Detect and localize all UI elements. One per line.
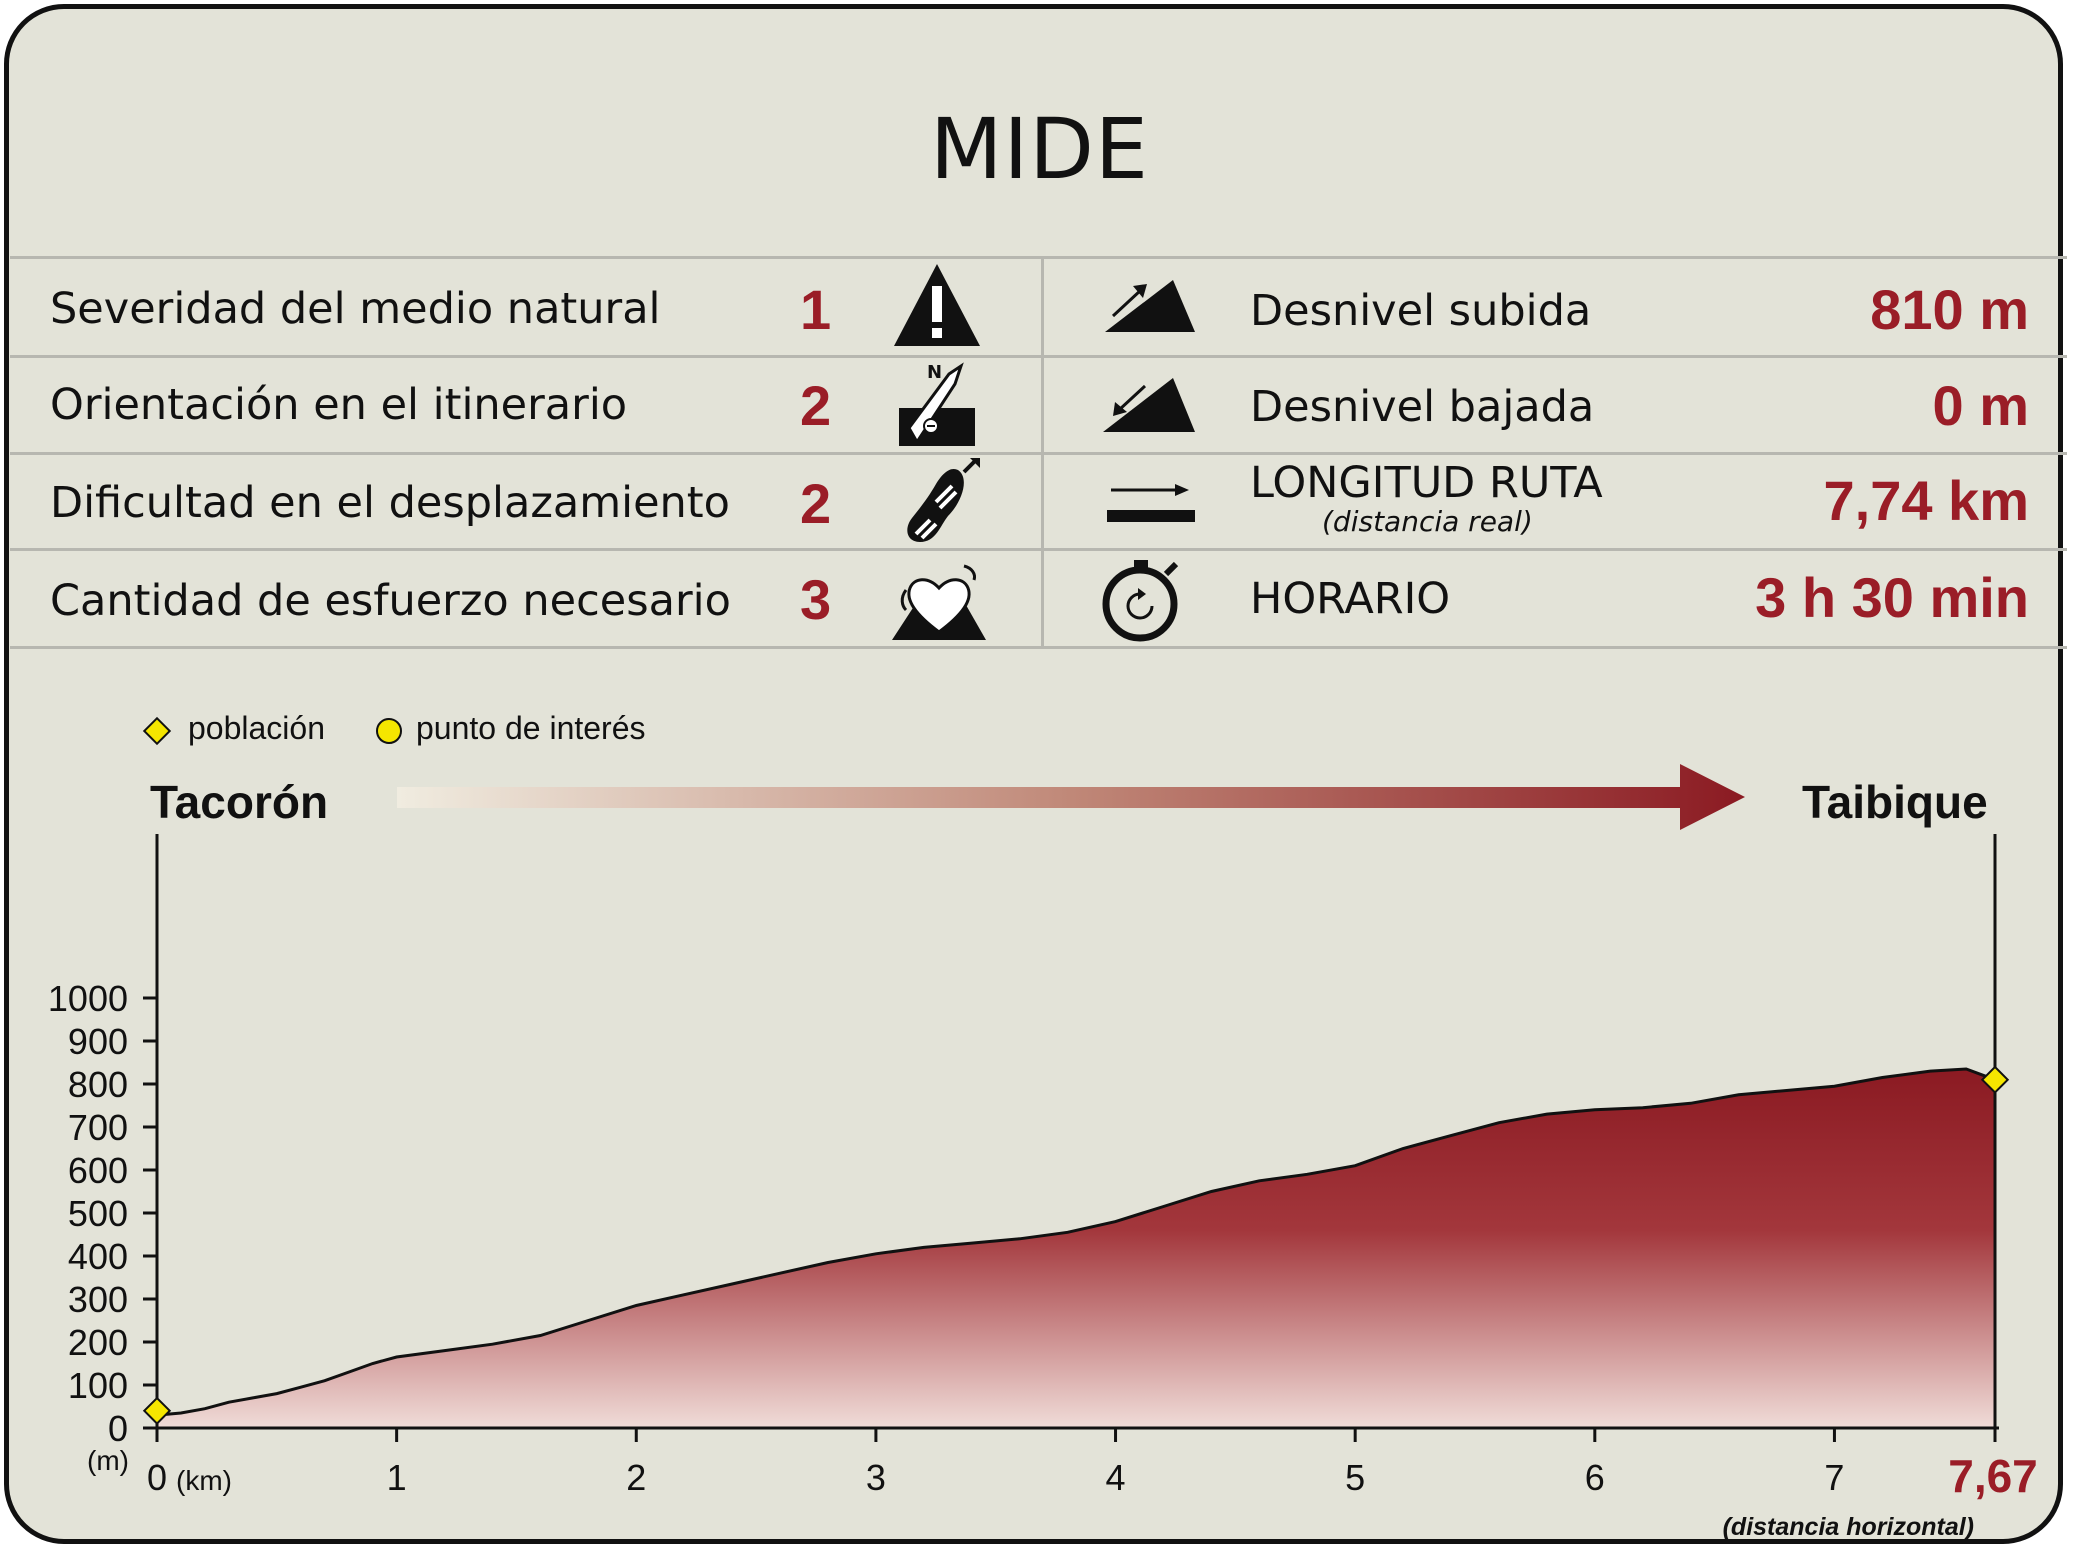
mide-value-desnivel-subida: 810 m xyxy=(1870,278,2029,341)
y-tick-label: 700 xyxy=(68,1107,128,1148)
elevation-line xyxy=(156,1067,1996,1417)
footprint-icon xyxy=(907,458,980,542)
x-axis-end-label: 7,67 xyxy=(1948,1450,2038,1502)
page-title: MIDE xyxy=(929,100,1149,198)
compass-orientation-icon: N xyxy=(899,362,975,446)
mide-label-orientacion: Orientación en el itinerario xyxy=(50,380,628,430)
y-axis-unit-label: (m) xyxy=(87,1445,129,1476)
x-tick-label: 5 xyxy=(1345,1457,1365,1498)
ascent-slope-icon xyxy=(1105,280,1195,332)
mide-value-horario: 3 h 30 min xyxy=(1755,566,2029,629)
legend-marker-punto-interes xyxy=(376,718,402,744)
x-tick-label: 7 xyxy=(1824,1457,1844,1498)
x-axis-unit-label: (km) xyxy=(176,1465,232,1496)
y-tick-label: 300 xyxy=(68,1279,128,1320)
mide-label-desnivel-bajada: Desnivel bajada xyxy=(1250,382,1595,432)
mide-value-dificultad: 2 xyxy=(800,472,832,535)
descent-slope-icon xyxy=(1103,378,1195,432)
table-divider xyxy=(10,452,2067,455)
poblacion-marker xyxy=(1980,1065,2010,1094)
elevation-area xyxy=(157,1069,1995,1428)
mide-value-severidad: 1 xyxy=(800,278,832,341)
y-tick-label: 800 xyxy=(68,1064,128,1105)
table-divider xyxy=(10,355,2067,358)
mide-value-desnivel-bajada: 0 m xyxy=(1932,374,2030,437)
x-axis-note: (distancia horizontal) xyxy=(1723,1513,1974,1541)
y-tick-label: 0 xyxy=(108,1408,128,1449)
table-column-divider xyxy=(1041,257,1044,649)
y-tick-label: 1000 xyxy=(48,978,128,1019)
x-tick-label: 0 xyxy=(147,1457,167,1498)
direction-arrow xyxy=(397,764,1745,830)
mide-sublabel-longitud: (distancia real) xyxy=(1322,505,1533,538)
x-tick-label: 1 xyxy=(387,1457,407,1498)
mide-label-desnivel-subida: Desnivel subida xyxy=(1250,286,1592,336)
mide-value-esfuerzo: 3 xyxy=(800,568,832,631)
y-tick-label: 600 xyxy=(68,1150,128,1191)
poblacion-marker xyxy=(142,1396,172,1425)
mide-label-severidad: Severidad del medio natural xyxy=(50,284,661,334)
table-divider xyxy=(10,256,2067,259)
y-tick-label: 500 xyxy=(68,1193,128,1234)
x-tick-label: 6 xyxy=(1585,1457,1605,1498)
end-location-label: Taibique xyxy=(1802,776,1988,828)
legend-label-punto-interes: punto de interés xyxy=(416,710,646,746)
table-divider xyxy=(10,646,2067,649)
legend-marker-poblacion xyxy=(142,716,172,746)
mide-value-orientacion: 2 xyxy=(800,374,832,437)
legend-label-poblacion: población xyxy=(188,710,325,746)
mide-value-longitud: 7,74 km xyxy=(1823,469,2030,532)
svg-text:N: N xyxy=(927,362,942,383)
x-tick-label: 2 xyxy=(626,1457,646,1498)
table-divider xyxy=(10,548,2067,551)
y-tick-label: 400 xyxy=(68,1236,128,1277)
y-tick-label: 100 xyxy=(68,1365,128,1406)
heart-mountain-icon xyxy=(892,564,986,640)
x-tick-label: 3 xyxy=(866,1457,886,1498)
start-location-label: Tacorón xyxy=(150,776,328,828)
y-tick-label: 200 xyxy=(68,1322,128,1363)
mide-label-longitud: LONGITUD RUTA xyxy=(1250,458,1603,508)
y-tick-label: 900 xyxy=(68,1021,128,1062)
x-tick-label: 4 xyxy=(1106,1457,1126,1498)
mide-label-horario: HORARIO xyxy=(1250,574,1451,624)
mide-label-dificultad: Dificultad en el desplazamiento xyxy=(50,478,730,528)
warning-triangle-icon xyxy=(894,264,980,346)
mide-label-esfuerzo: Cantidad de esfuerzo necesario xyxy=(50,576,731,626)
stopwatch-icon xyxy=(1102,560,1179,642)
distance-arrow-icon xyxy=(1107,484,1195,522)
